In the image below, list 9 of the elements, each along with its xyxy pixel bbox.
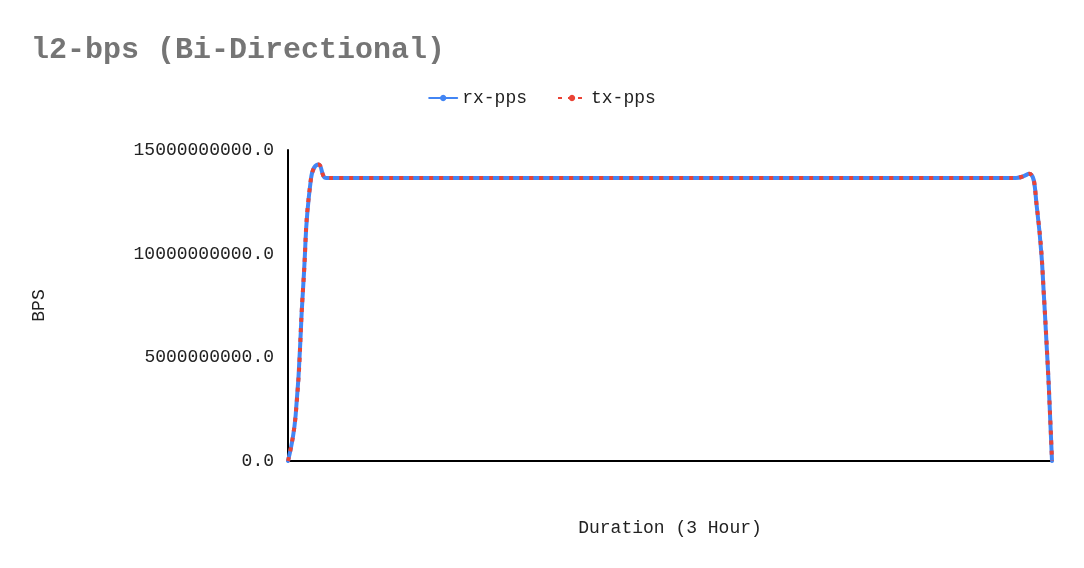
- x-axis-title: Duration (3 Hour): [578, 518, 762, 538]
- y-tick-label: 0.0: [241, 451, 274, 471]
- chart-title: l2-bps (Bi-Directional): [31, 33, 446, 67]
- y-axis-title: BPS: [29, 289, 49, 322]
- legend-label: rx-pps: [462, 88, 527, 108]
- y-tick-label: 15000000000.0: [133, 140, 274, 160]
- legend-label: tx-pps: [591, 88, 656, 108]
- y-tick-label: 5000000000.0: [144, 347, 274, 368]
- y-tick-label: 10000000000.0: [133, 243, 274, 264]
